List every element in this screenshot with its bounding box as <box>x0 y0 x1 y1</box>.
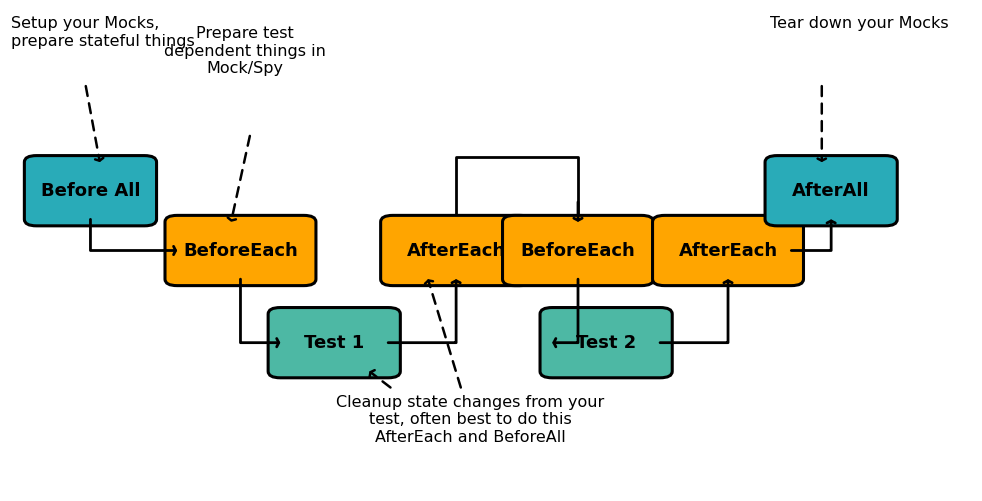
FancyBboxPatch shape <box>503 215 653 286</box>
Text: AfterEach: AfterEach <box>679 241 778 260</box>
FancyBboxPatch shape <box>268 308 401 378</box>
Text: Prepare test
dependent things in
Mock/Spy: Prepare test dependent things in Mock/Sp… <box>164 26 326 76</box>
Text: AfterEach: AfterEach <box>407 241 506 260</box>
FancyBboxPatch shape <box>653 215 803 286</box>
Text: Test 1: Test 1 <box>304 334 364 352</box>
Text: Tear down your Mocks: Tear down your Mocks <box>770 17 949 32</box>
FancyBboxPatch shape <box>165 215 316 286</box>
Text: Setup your Mocks,
prepare stateful things: Setup your Mocks, prepare stateful thing… <box>11 17 194 49</box>
Text: BeforeEach: BeforeEach <box>520 241 635 260</box>
FancyBboxPatch shape <box>25 156 156 226</box>
Text: Before All: Before All <box>40 182 140 200</box>
Text: BeforeEach: BeforeEach <box>183 241 298 260</box>
Text: Test 2: Test 2 <box>576 334 636 352</box>
Text: Cleanup state changes from your
test, often best to do this
AfterEach and Before: Cleanup state changes from your test, of… <box>336 395 604 445</box>
FancyBboxPatch shape <box>381 215 531 286</box>
FancyBboxPatch shape <box>540 308 673 378</box>
FancyBboxPatch shape <box>765 156 898 226</box>
Text: AfterAll: AfterAll <box>792 182 870 200</box>
